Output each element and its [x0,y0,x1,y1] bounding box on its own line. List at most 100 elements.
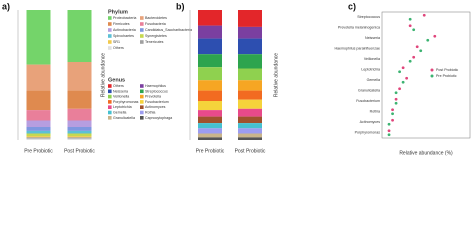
legend-label: Neisseria [113,89,128,93]
bar-segment [238,99,262,109]
bar-segment [26,90,51,111]
bar-segment [67,133,92,137]
bar-segment [67,120,92,127]
y-axis-label: Relative abundance [273,53,279,97]
dot [394,101,398,105]
y-tick-label: Prevotella melaninogenica [338,26,380,30]
figure: a) Pre Probiotic Post Probiotic Relative ab… [2,1,471,156]
legend-label: Granulicatella [113,116,135,120]
bar-segment [67,90,92,109]
dot [387,122,391,126]
dot [387,133,391,137]
legend-label: Capnocytophaga [145,116,172,120]
bar-segment [26,136,51,138]
dot [412,55,416,59]
bar-segment [67,137,92,139]
legend-label: Porphyromonas [113,100,139,104]
bar-segment [26,110,51,121]
dot [405,76,409,80]
dot [387,129,391,133]
dot [398,70,401,74]
legend-swatch [108,22,112,26]
y-tick-label: Neisseria [365,36,380,40]
legend-label: Streptococcus [145,89,168,93]
bar-segment [238,133,262,138]
legend-swatch [108,28,112,32]
legend-label: Firmicutes [113,22,130,26]
x-tick-label: Post Probiotic [64,148,95,154]
bar-segment [67,10,92,62]
dot [408,24,412,28]
plot-frame [381,11,471,139]
bar-segment [26,130,51,134]
legend-label: Post Probiotic [436,68,458,72]
dot [391,112,394,116]
legend-label: Fusobacterium [145,100,169,104]
bar-segment [198,128,222,134]
panel-title: c) [348,1,356,11]
legend-label: Haemophilus [145,84,166,88]
legend-label: Actinomyces [145,105,166,109]
bar-segment [238,123,262,129]
legend-swatch [108,84,112,88]
legend-swatch [140,22,144,26]
bar-segment [67,62,92,91]
legend-swatch [108,100,112,104]
legend-label: Bacteroidetes [145,16,167,20]
dot [401,66,405,70]
bar-segment [198,133,222,138]
legend-swatch [140,16,144,20]
bar-segment [67,130,92,134]
dot [398,87,401,91]
x-tick-label: Pre Probiotic [24,148,53,154]
x-tick-label: Pre Probiotic [196,148,225,154]
bar-segment [198,137,222,140]
legend-swatch [108,16,112,20]
y-tick-label: Porphyromonas [355,131,381,135]
bar-segment [198,101,222,111]
legend-label: Others [113,46,124,50]
legend-title: Genus [108,77,125,83]
bar-segment [67,136,92,138]
bar-segment [238,26,262,39]
legend-title: Phylum [108,9,128,15]
bar-segment [238,108,262,117]
legend-swatch [108,89,112,94]
y-axis-label: Relative abundance [100,53,106,97]
legend-swatch [140,94,144,99]
legend-label: Spirochaetes [113,34,134,38]
legend-swatch [108,40,112,44]
bar-segment [238,137,262,140]
dot [394,97,398,101]
dot [422,13,426,17]
legend-label: Rothia [145,110,155,114]
legend-swatch [140,28,144,32]
y-tick-label: Streptococcus [357,15,380,19]
legend-swatch [108,94,112,99]
legend-label: Synergistetes [145,34,167,38]
legend-swatch [108,116,112,120]
dot [412,28,416,32]
bar-segment [26,133,51,137]
legend-label: Pre Probiotic [436,74,457,78]
bar-segment [67,138,92,140]
legend-swatch [140,40,144,44]
x-axis-label: Relative abundance (%) [399,150,453,156]
bar-segment [238,68,262,81]
legend-swatch [140,116,144,120]
y-tick-label: Haemophilus parainfluenzae [334,47,380,51]
legend-label: Proteobacteria [113,16,136,20]
panel-title: b) [176,1,185,11]
legend-label: Fusobacteria [145,22,166,26]
dot [408,59,412,63]
legend-label: SR1 [113,40,120,44]
bar-segment [198,25,222,39]
y-tick-label: Veillonella [364,57,380,61]
y-tick-label: Rothia [370,110,380,114]
legend-swatch [140,110,144,115]
bar-segment [26,64,51,91]
x-tick-label: Post Probiotic [235,148,266,154]
bar-segment [198,110,222,117]
bar-segment [198,90,222,101]
bar-segment [238,54,262,69]
